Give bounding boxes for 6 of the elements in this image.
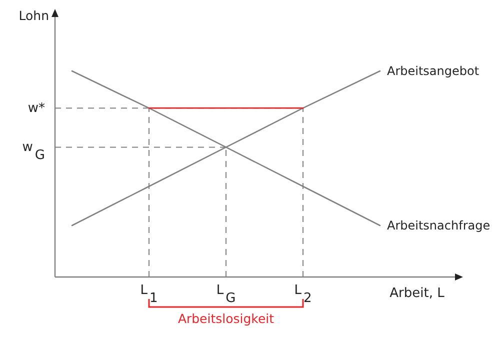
y-axis-title: Lohn: [18, 8, 49, 23]
text: Arbeitslosigkeit: [178, 311, 274, 326]
series-label: Arbeitsangebot: [387, 64, 480, 78]
series-label: Arbeitsnachfrage: [387, 218, 490, 232]
x-axis-title: Arbeit, L: [390, 286, 446, 301]
ref-line-label: w*: [28, 101, 46, 116]
